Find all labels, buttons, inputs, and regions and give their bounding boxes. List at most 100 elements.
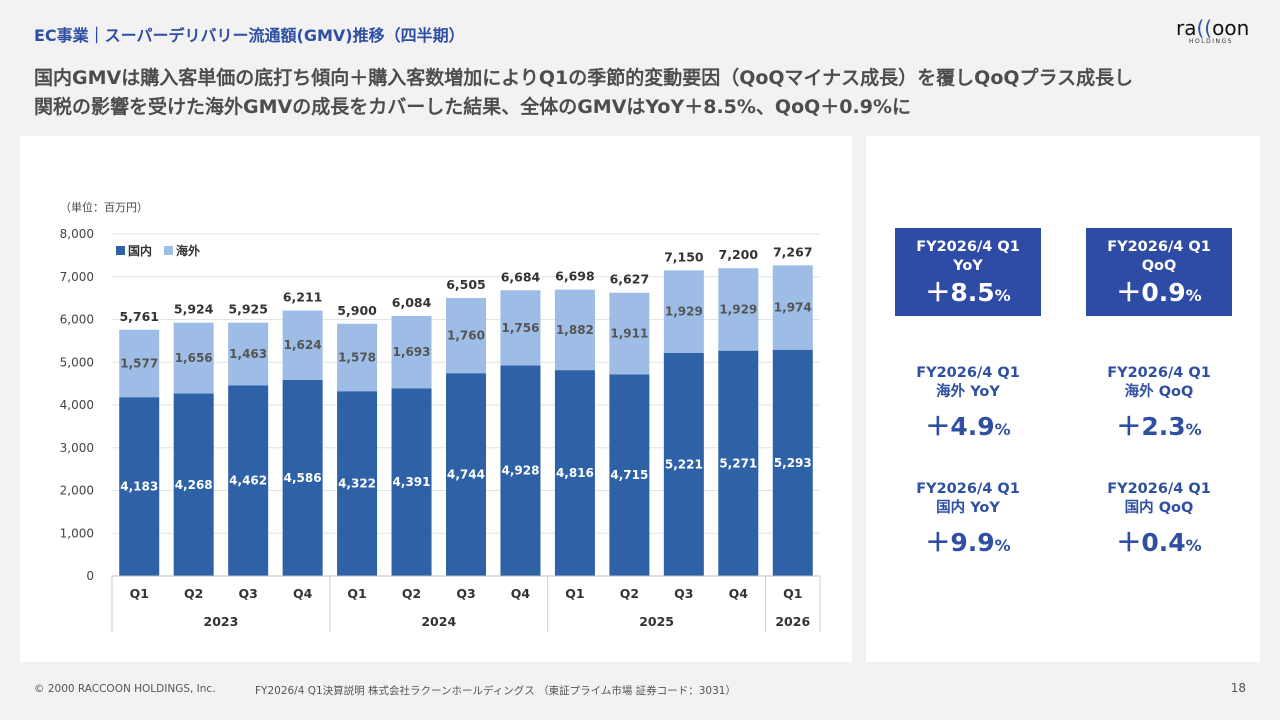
y-tick-label: 3,000 xyxy=(60,441,94,455)
data-label-total: 5,900 xyxy=(337,303,377,318)
data-label-overseas: 1,693 xyxy=(393,345,431,359)
x-tick-label: Q3 xyxy=(456,586,475,601)
y-tick-label: 8,000 xyxy=(60,227,94,241)
kpi-box: FY2026/4 Q1 YoY ＋8.5% xyxy=(895,228,1041,316)
kpi-value-unit: % xyxy=(1185,286,1202,305)
legend-swatch-domestic xyxy=(116,246,125,255)
bar-domestic xyxy=(446,373,486,576)
kpi-label: FY2026/4 Q1 国内 QoQ xyxy=(1107,481,1211,516)
data-label-overseas: 1,624 xyxy=(284,338,322,352)
data-label-total: 6,505 xyxy=(446,277,486,292)
kpi-label: FY2026/4 Q1 QoQ xyxy=(1107,239,1211,274)
data-label-overseas: 1,974 xyxy=(774,301,812,315)
kpi-value: ＋2.3% xyxy=(1086,410,1232,447)
x-tick-label: Q1 xyxy=(130,586,149,601)
data-label-overseas: 1,656 xyxy=(175,351,213,365)
data-label-total: 6,627 xyxy=(610,272,650,287)
year-group-label: 2025 xyxy=(639,614,674,629)
kpi-value: ＋8.5% xyxy=(895,276,1041,313)
footer-copyright: © 2000 RACCOON HOLDINGS, Inc. xyxy=(34,683,216,695)
kpi-value-number: ＋8.5 xyxy=(925,278,995,307)
kpi-label: FY2026/4 Q1 YoY xyxy=(916,239,1020,274)
kpi-value-number: ＋9.9 xyxy=(925,528,995,557)
kpi-value-unit: % xyxy=(994,286,1011,305)
year-group-label: 2024 xyxy=(421,614,456,629)
data-label-total: 6,084 xyxy=(392,295,432,310)
data-label-domestic: 4,816 xyxy=(556,466,594,480)
kpi-panel: FY2026/4 Q1 YoY ＋8.5% FY2026/4 Q1 QoQ ＋0.9%… xyxy=(866,136,1260,662)
data-label-overseas: 1,929 xyxy=(665,305,703,319)
kpi-box: FY2026/4 Q1 海外 YoY ＋4.9% xyxy=(895,354,1041,442)
bar-overseas xyxy=(119,329,160,398)
bar-domestic xyxy=(282,379,323,576)
data-label-total: 6,698 xyxy=(555,269,595,284)
bar-overseas xyxy=(173,322,214,394)
page-title: EC事業｜スーパーデリバリー流通額(GMV)推移（四半期） xyxy=(34,26,465,45)
bar-overseas xyxy=(772,265,813,350)
y-tick-label: 7,000 xyxy=(60,270,94,284)
chart-unit-label: （単位：百万円） xyxy=(60,200,148,214)
y-tick-label: 4,000 xyxy=(60,398,94,412)
data-label-domestic: 4,744 xyxy=(447,468,485,482)
y-tick-label: 0 xyxy=(86,569,94,583)
data-label-total: 7,267 xyxy=(773,244,813,259)
data-label-overseas: 1,463 xyxy=(229,347,267,361)
x-tick-label: Q1 xyxy=(347,586,366,601)
legend-label-overseas: 海外 xyxy=(176,243,200,258)
footer-info: FY2026/4 Q1決算説明 株式会社ラクーンホールディングス （東証プライム… xyxy=(255,685,736,697)
bar-domestic xyxy=(119,397,160,576)
gmv-chart-panel: （単位：百万円） 0 1,000 2,000 3,000 4,000 5,000 6,000 7… xyxy=(20,136,852,662)
data-label-overseas: 1,578 xyxy=(338,351,376,365)
bar-overseas xyxy=(228,322,269,386)
year-group-label: 2023 xyxy=(204,614,239,629)
kpi-value-number: ＋2.3 xyxy=(1116,412,1186,441)
data-label-domestic: 4,715 xyxy=(610,468,648,482)
data-label-domestic: 4,268 xyxy=(175,478,213,492)
gmv-stacked-bar-chart: （単位：百万円） 0 1,000 2,000 3,000 4,000 5,000 6,000 7… xyxy=(60,200,821,632)
kpi-box: FY2026/4 Q1 国内 QoQ ＋0.4% xyxy=(1086,470,1232,558)
x-tick-label: Q3 xyxy=(238,586,257,601)
bar-domestic xyxy=(228,385,269,576)
bar-overseas xyxy=(391,315,432,389)
kpi-label: FY2026/4 Q1 海外 QoQ xyxy=(1107,365,1211,400)
data-label-total: 5,761 xyxy=(119,309,159,324)
bar-overseas xyxy=(337,323,378,392)
headline-line-1: 国内GMVは購入客単価の底打ち傾向＋購入客数増加によりQ1の季節的変動要因（Qo… xyxy=(34,67,1134,89)
kpi-value-unit: % xyxy=(1185,420,1202,439)
kpi-box: FY2026/4 Q1 国内 YoY ＋9.9% xyxy=(895,470,1041,558)
bar-domestic xyxy=(500,365,541,576)
x-tick-label: Q4 xyxy=(729,586,749,601)
data-label-domestic: 4,928 xyxy=(501,464,539,478)
kpi-value-unit: % xyxy=(994,536,1011,555)
legend-swatch-overseas xyxy=(164,246,173,255)
data-label-domestic: 5,271 xyxy=(719,456,757,470)
data-label-domestic: 4,322 xyxy=(338,477,376,491)
x-tick-label: Q2 xyxy=(620,586,639,601)
bar-domestic xyxy=(391,388,432,576)
data-label-total: 5,925 xyxy=(228,302,268,317)
kpi-value: ＋9.9% xyxy=(895,526,1041,563)
bar-domestic xyxy=(337,391,378,576)
x-tick-label: Q2 xyxy=(184,586,203,601)
data-label-domestic: 4,462 xyxy=(229,474,267,488)
x-tick-label: Q3 xyxy=(674,586,693,601)
kpi-value-number: ＋0.9 xyxy=(1116,278,1186,307)
bar-overseas xyxy=(663,270,704,353)
kpi-box: FY2026/4 Q1 QoQ ＋0.9% xyxy=(1086,228,1232,316)
headline-line-2: 関税の影響を受けた海外GMVの成長をカバーした結果、全体のGMVはYoY＋8.5… xyxy=(34,96,911,118)
company-logo: ra((oon HOLDINGS xyxy=(1176,16,1250,45)
headline: 国内GMVは購入客単価の底打ち傾向＋購入客数増加によりQ1の季節的変動要因（Qo… xyxy=(34,64,1254,122)
data-label-total: 5,924 xyxy=(174,302,214,317)
logo-mark: ra((oon xyxy=(1176,16,1250,40)
y-tick-label: 5,000 xyxy=(60,355,94,369)
kpi-value-number: ＋4.9 xyxy=(925,412,995,441)
bar-domestic xyxy=(718,350,759,576)
data-label-domestic: 5,293 xyxy=(774,456,812,470)
kpi-value: ＋0.9% xyxy=(1086,276,1232,313)
bar-domestic xyxy=(554,370,595,576)
kpi-label: FY2026/4 Q1 国内 YoY xyxy=(916,481,1020,516)
data-label-total: 7,150 xyxy=(664,249,704,264)
x-tick-label: Q1 xyxy=(565,586,584,601)
kpi-value-unit: % xyxy=(1185,536,1202,555)
data-label-overseas: 1,882 xyxy=(556,323,594,337)
